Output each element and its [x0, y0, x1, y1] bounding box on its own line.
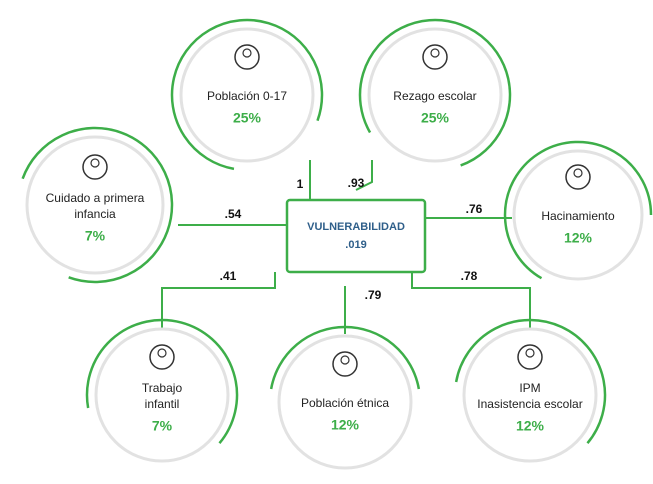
node-label: Trabajo — [142, 381, 183, 395]
node-icon — [82, 154, 108, 180]
loading: .41 — [220, 269, 237, 283]
loading: .79 — [365, 288, 382, 302]
node-label: Cuidado a primera — [46, 191, 145, 205]
node-percent: 12% — [516, 418, 545, 434]
node-icon — [149, 344, 175, 370]
node-label: Inasistencia escolar — [477, 397, 582, 411]
node-arc — [454, 318, 607, 445]
node-circle — [94, 327, 230, 463]
node-arc — [358, 18, 512, 167]
node-icon — [422, 44, 448, 70]
node-label: infantil — [145, 397, 180, 411]
node-percent: 12% — [331, 417, 360, 433]
node-circle — [277, 334, 413, 470]
node-arc — [269, 325, 421, 390]
loading: .93 — [348, 176, 365, 190]
node-arc — [21, 126, 174, 284]
node-arc — [85, 318, 239, 445]
node-icon — [234, 44, 260, 70]
node-percent: 7% — [85, 228, 106, 244]
node-percent: 25% — [233, 110, 262, 126]
node-label: IPM — [519, 381, 540, 395]
node-circle — [25, 135, 165, 275]
center-box — [285, 198, 427, 274]
loading: .76 — [466, 202, 483, 216]
center-title: VULNERABILIDAD — [307, 221, 405, 233]
node-icon — [565, 164, 591, 190]
connector — [355, 160, 373, 191]
node-icon — [517, 344, 543, 370]
node-icon — [242, 48, 252, 58]
node-icon — [332, 351, 358, 377]
node-percent: 25% — [421, 110, 450, 126]
node-percent: 12% — [564, 230, 593, 246]
node-label: Población 0-17 — [207, 89, 287, 103]
center-value: .019 — [345, 239, 366, 251]
node-label: Población étnica — [301, 396, 389, 410]
connector — [411, 272, 531, 329]
node-label: infancia — [74, 207, 116, 221]
node-label: Rezago escolar — [393, 89, 476, 103]
node-circle — [512, 149, 644, 281]
connector — [161, 272, 276, 328]
loading: .54 — [225, 207, 242, 221]
node-icon — [340, 355, 350, 365]
node-circle — [367, 27, 503, 163]
node-icon — [573, 168, 583, 178]
node-icon — [90, 158, 100, 168]
node-arc — [170, 18, 324, 171]
nodes: Población 0-17 25% 1 Rezago escolar 25% .93 Cu… — [21, 18, 653, 470]
node-circle — [179, 27, 315, 163]
node-percent: 7% — [152, 418, 173, 434]
node-label: Hacinamiento — [541, 209, 615, 223]
node-circle — [462, 327, 598, 463]
loading: .78 — [461, 269, 478, 283]
node-icon — [157, 348, 167, 358]
node-arc — [503, 140, 653, 280]
node-icon — [430, 48, 440, 58]
loading: 1 — [297, 177, 304, 191]
node-icon — [525, 348, 535, 358]
